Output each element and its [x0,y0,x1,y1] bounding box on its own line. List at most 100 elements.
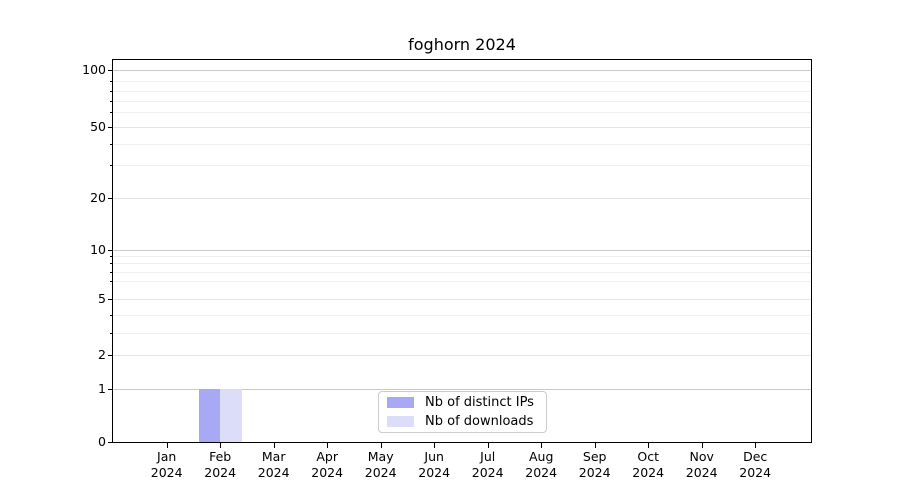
x-tick-month: Feb [209,449,232,464]
y-tick-20 [108,198,113,199]
x-tick-month: Sep [582,449,607,464]
x-tick-month: Mar [261,449,286,464]
y-tick-minor-40 [110,144,113,145]
x-tick-month: Apr [316,449,338,464]
x-tick-year: 2024 [204,464,237,480]
x-tick-month: Jul [480,449,496,464]
gridline-minor-6 [113,281,811,282]
x-tick-may [380,443,382,448]
y-tick-label-5: 5 [98,291,106,306]
y-tick-minor-8 [110,263,113,264]
gridline-20 [113,198,811,199]
y-tick-minor-3 [110,333,113,334]
x-tick-label-nov: Nov 2024 [670,449,734,480]
y-tick-50 [108,127,113,128]
y-tick-label-10: 10 [90,242,106,257]
x-tick-jun [434,443,436,448]
x-tick-dec [755,443,757,448]
legend-row: Nb of downloads [387,414,546,429]
x-tick-nov [701,443,703,448]
x-tick-aug [541,443,543,448]
y-tick-100 [108,70,113,71]
legend-swatch [387,416,414,427]
x-tick-label-apr: Apr 2024 [295,449,359,480]
gridline-minor-3 [113,333,811,334]
x-tick-mar [273,443,275,448]
gridline-100 [113,70,811,71]
chart-title: foghorn 2024 [408,35,516,54]
x-tick-year: 2024 [525,464,558,480]
gridline-50 [113,127,811,128]
x-tick-year: 2024 [632,464,665,480]
y-tick-minor-6 [110,281,113,282]
gridline-minor-7 [113,272,811,273]
x-tick-year: 2024 [418,464,451,480]
x-tick-jul [487,443,489,448]
y-tick-10 [108,250,113,251]
y-tick-minor-60 [110,112,113,113]
x-tick-year: 2024 [364,464,397,480]
x-tick-label-dec: Dec 2024 [723,449,787,480]
gridline-minor-80 [113,91,811,92]
x-tick-month: Jun [424,449,444,464]
x-tick-label-mar: Mar 2024 [242,449,306,480]
plot-area: Nb of distinct IPs Nb of downloads [112,59,812,443]
gridline-minor-30 [113,165,811,166]
x-tick-year: 2024 [471,464,504,480]
x-tick-sep [594,443,596,448]
x-tick-year: 2024 [150,464,183,480]
gridline-minor-40 [113,144,811,145]
gridline-2 [113,355,811,356]
legend-label: Nb of distinct IPs [425,395,534,410]
y-tick-0 [108,442,113,443]
y-tick-minor-30 [110,165,113,166]
x-tick-label-feb: Feb 2024 [188,449,252,480]
gridline-minor-9 [113,256,811,257]
y-tick-label-1: 1 [98,381,106,396]
x-tick-label-jan: Jan 2024 [135,449,199,480]
y-tick-minor-7 [110,272,113,273]
gridline-minor-4 [113,315,811,316]
bar-nb-of-distinct-ips-feb [198,389,221,442]
y-tick-minor-80 [110,91,113,92]
x-tick-year: 2024 [739,464,772,480]
x-tick-feb [220,443,222,448]
x-tick-month: Oct [637,449,659,464]
x-tick-month: Dec [743,449,768,464]
x-tick-label-sep: Sep 2024 [563,449,627,480]
x-tick-year: 2024 [311,464,344,480]
bar-nb-of-downloads-feb [220,389,242,442]
y-tick-label-2: 2 [98,347,106,362]
legend-label: Nb of downloads [425,414,534,429]
y-tick-label-20: 20 [90,190,106,205]
gridline-minor-60 [113,112,811,113]
x-tick-jan [166,443,168,448]
x-tick-label-jun: Jun 2024 [402,449,466,480]
y-tick-minor-70 [110,101,113,102]
y-tick-1 [108,389,113,390]
legend-swatch [387,397,414,408]
y-tick-minor-4 [110,315,113,316]
x-tick-oct [648,443,650,448]
y-tick-label-0: 0 [98,434,106,449]
gridline-minor-90 [113,81,811,82]
gridline-5 [113,299,811,300]
gridline-minor-70 [113,101,811,102]
x-tick-month: Aug [528,449,554,464]
y-tick-5 [108,299,113,300]
y-tick-minor-90 [110,81,113,82]
y-tick-label-50: 50 [90,119,106,134]
x-tick-label-jul: Jul 2024 [456,449,520,480]
y-tick-label-100: 100 [82,62,106,77]
x-tick-year: 2024 [578,464,611,480]
x-tick-label-oct: Oct 2024 [616,449,680,480]
y-tick-2 [108,355,113,356]
x-tick-year: 2024 [685,464,718,480]
legend-row: Nb of distinct IPs [387,395,546,410]
gridline-minor-8 [113,263,811,264]
x-tick-year: 2024 [257,464,290,480]
y-tick-minor-9 [110,256,113,257]
gridline-10 [113,250,811,251]
x-tick-label-may: May 2024 [349,449,413,480]
